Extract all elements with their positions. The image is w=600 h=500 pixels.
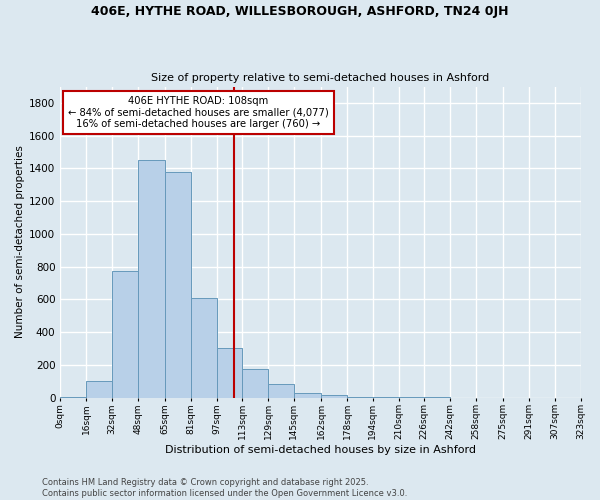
Bar xyxy=(112,272,137,398)
Text: Contains HM Land Registry data © Crown copyright and database right 2025.
Contai: Contains HM Land Registry data © Crown c… xyxy=(42,478,407,498)
Bar xyxy=(347,396,373,398)
Bar xyxy=(321,395,347,398)
Bar xyxy=(137,160,165,398)
Bar xyxy=(294,392,321,398)
Bar xyxy=(60,396,86,398)
Bar xyxy=(191,298,217,398)
Bar xyxy=(217,348,242,398)
Bar xyxy=(268,384,294,398)
Text: 406E, HYTHE ROAD, WILLESBOROUGH, ASHFORD, TN24 0JH: 406E, HYTHE ROAD, WILLESBOROUGH, ASHFORD… xyxy=(91,5,509,18)
Title: Size of property relative to semi-detached houses in Ashford: Size of property relative to semi-detach… xyxy=(151,73,490,83)
Text: 406E HYTHE ROAD: 108sqm
← 84% of semi-detached houses are smaller (4,077)
16% of: 406E HYTHE ROAD: 108sqm ← 84% of semi-de… xyxy=(68,96,329,129)
Bar xyxy=(242,369,268,398)
Bar xyxy=(86,381,112,398)
Y-axis label: Number of semi-detached properties: Number of semi-detached properties xyxy=(15,146,25,338)
X-axis label: Distribution of semi-detached houses by size in Ashford: Distribution of semi-detached houses by … xyxy=(165,445,476,455)
Bar xyxy=(165,172,191,398)
